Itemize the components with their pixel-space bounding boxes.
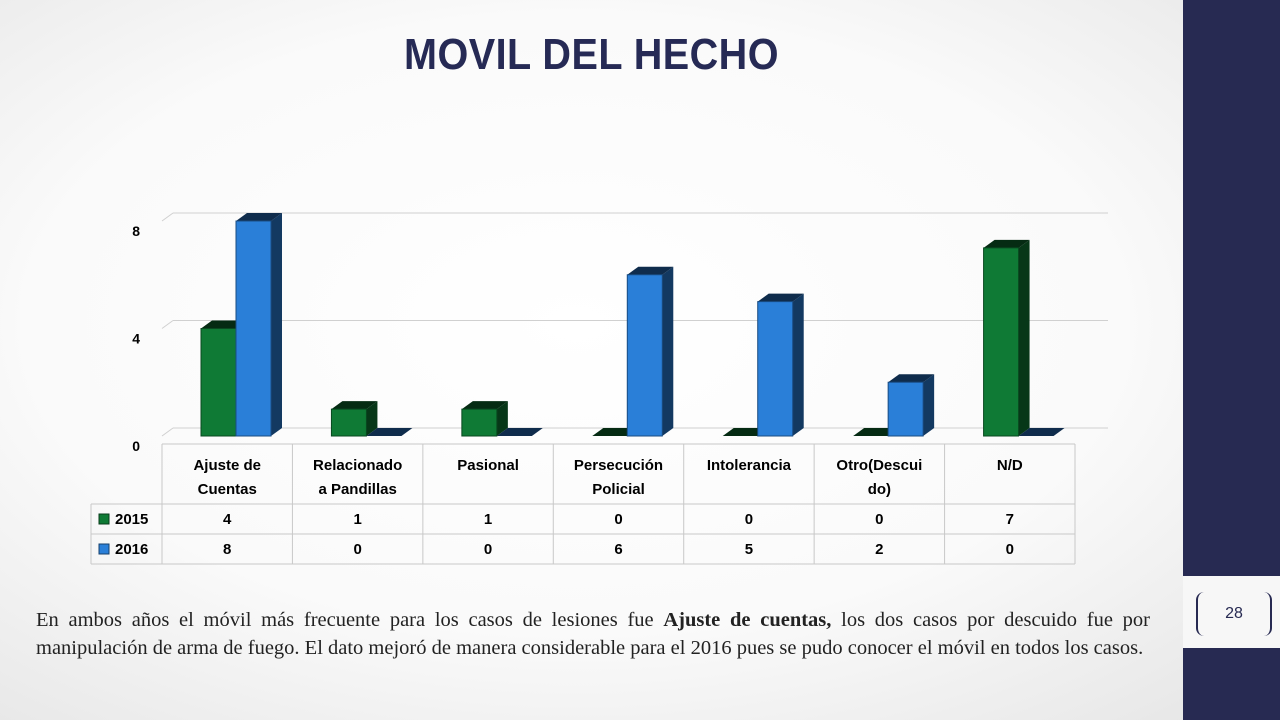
category-label: N/D (997, 457, 1023, 474)
category-label: Persecución Policial (574, 457, 663, 498)
page-number: 28 (1196, 592, 1272, 636)
table-value: 0 (353, 541, 361, 558)
table-value: 0 (745, 511, 753, 528)
caption-text-2: los dos casos por descuido fue por manip… (36, 609, 1150, 659)
bar-2015-6 (983, 239, 1030, 437)
y-tick-label: 8 (132, 223, 140, 239)
bar-2016-0 (235, 213, 282, 437)
table-value: 1 (353, 511, 361, 528)
bar-top (757, 293, 804, 302)
chart-bars (200, 213, 1065, 437)
data-table: Ajuste de Cuentas Relacionado a Pandillas Pa… (90, 443, 1076, 565)
category-label: Relacionado a Pandillas (313, 457, 402, 498)
bar-2015-2 (461, 401, 508, 437)
bar-side (496, 401, 508, 436)
category-label: Intolerancia (707, 457, 792, 474)
bar-front (200, 328, 237, 437)
category-label: Ajuste de Cuentas (193, 457, 261, 498)
bar-side (923, 374, 935, 436)
table-value: 0 (484, 541, 492, 558)
legend-key-2016 (98, 543, 110, 555)
bar-top (1018, 428, 1065, 436)
table-value: 8 (223, 541, 231, 558)
bar-top (627, 266, 674, 275)
category-label-line: Cuentas (198, 481, 257, 498)
category-label-line: Policial (592, 481, 645, 498)
bar-front (330, 408, 367, 437)
bar-front (235, 220, 272, 437)
bar-side (271, 213, 282, 436)
bar-top (236, 213, 282, 221)
gridline-diagonal (161, 320, 174, 329)
series-label: 2015 (115, 511, 148, 528)
table-value: 7 (1006, 511, 1014, 528)
bar-2016-5 (887, 374, 935, 437)
category-label-line: N/D (997, 457, 1023, 474)
bar-2016-6 (1018, 428, 1065, 436)
bar-front (983, 247, 1020, 437)
bar-top (461, 401, 508, 410)
slide-title: MOVIL DEL HECHO (404, 30, 779, 79)
bar-top (331, 401, 378, 410)
bar-front (757, 301, 794, 437)
category-label-line: Pasional (457, 457, 519, 474)
bar-chart: 0 4 8 Ajuste de Cuentas Relacionado a Pandill… (90, 212, 1108, 565)
table-value: 0 (875, 511, 883, 528)
category-label-line: Intolerancia (707, 457, 792, 474)
category-label: Pasional (457, 457, 519, 474)
table-value: 2 (875, 541, 883, 558)
category-label-line: Relacionado (313, 457, 402, 474)
bar-2016-1 (366, 428, 413, 436)
bar-top (888, 374, 935, 383)
bar-top (366, 428, 413, 436)
gridline-diagonal (161, 427, 174, 437)
bar-side (366, 401, 378, 436)
bar-2016-4 (757, 293, 804, 437)
y-tick-label: 0 (132, 438, 140, 454)
page-number-box (1183, 576, 1280, 648)
bar-2015-1 (330, 401, 378, 437)
category-label-line: Otro(Descui (836, 457, 922, 474)
bar-side (662, 266, 674, 436)
y-tick-label: 4 (132, 331, 140, 347)
table-value: 6 (614, 541, 622, 558)
caption-text-1: En ambos años el móvil más frecuente par… (36, 609, 664, 631)
category-label-line: Ajuste de (193, 457, 261, 474)
bar-front (626, 274, 663, 437)
category-label-line: Persecución (574, 457, 663, 474)
y-axis-ticks: 0 4 8 (132, 223, 140, 454)
table-value: 0 (1006, 541, 1014, 558)
bar-side (1018, 239, 1030, 436)
bar-top (496, 428, 543, 436)
table-value: 0 (614, 511, 622, 528)
bar-2016-3 (626, 266, 674, 437)
gridline-diagonal (161, 212, 174, 222)
caption-emphasis: Ajuste de cuentas, (663, 609, 832, 631)
category-label-line: a Pandillas (318, 481, 396, 498)
legend-key-2015 (98, 513, 110, 525)
table-value: 1 (484, 511, 492, 528)
table-value: 5 (745, 541, 753, 558)
bar-front (887, 381, 924, 437)
bar-side (792, 293, 804, 436)
table-value: 4 (223, 511, 232, 528)
bar-top (983, 239, 1030, 248)
category-label-line: do) (868, 481, 891, 498)
series-label: 2016 (115, 541, 148, 558)
bar-2016-2 (496, 428, 543, 436)
category-label: Otro(Descui do) (836, 457, 922, 498)
slide-caption: En ambos años el móvil más frecuente par… (36, 606, 1150, 662)
bar-front (461, 408, 498, 437)
